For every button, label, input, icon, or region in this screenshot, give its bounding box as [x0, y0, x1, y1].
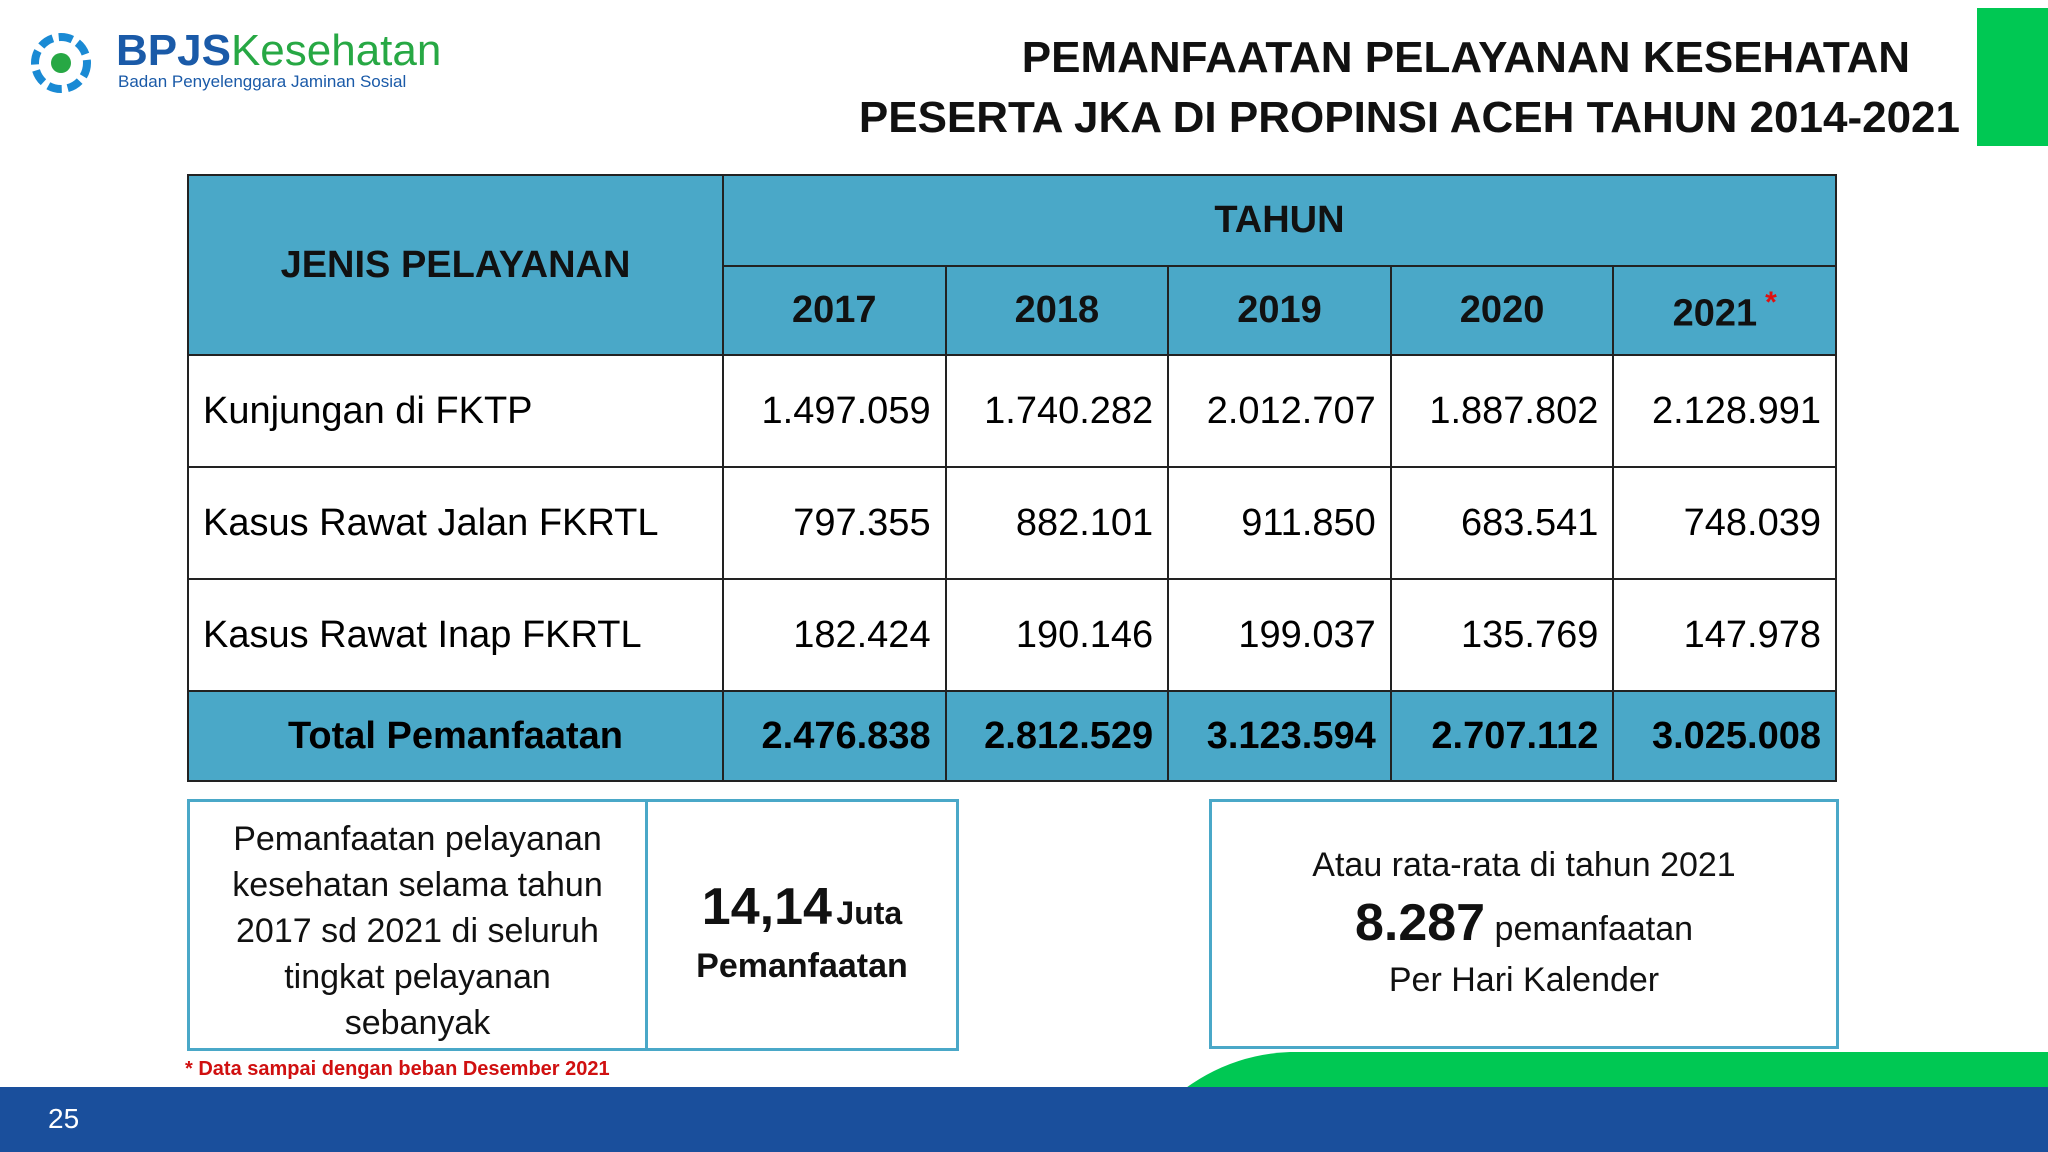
- group-header: TAHUN: [722, 174, 1837, 267]
- page-number: 25: [48, 1103, 80, 1134]
- footnote: * Data sampai dengan beban Desember 2021: [185, 1058, 610, 1080]
- cell-value: 2.128.991: [1612, 354, 1837, 468]
- cell-value: 911.850: [1167, 466, 1392, 580]
- cell-value: 683.541: [1389, 466, 1615, 580]
- cell-value: 1.740.282: [944, 354, 1170, 468]
- title-line: PEMANFAATAN PELAYANAN KESEHATAN: [1021, 33, 1910, 82]
- table-row: Kasus Rawat Inap FKRTL 182.424 190.146 199.…: [187, 578, 1837, 692]
- table-row: Kunjungan di FKTP 1.497.059 1.740.282 2.012…: [187, 354, 1837, 468]
- logo-icon: [31, 33, 91, 93]
- cell-value: 1.887.802: [1389, 354, 1615, 468]
- year: 2021: [1672, 292, 1758, 335]
- logo-tagline: Badan Penyelenggara Jaminan Sosial: [118, 72, 407, 91]
- total-value: 2.812.529: [944, 690, 1170, 782]
- summary-text: Pemanfaatan pelayanan kesehatan selama t…: [187, 799, 648, 1051]
- cell-value: 2.012.707: [1167, 354, 1392, 468]
- year-header: 2020: [1389, 265, 1615, 356]
- row-label: Kasus Rawat Jalan FKRTL: [187, 466, 724, 580]
- year: 2018: [1014, 289, 1100, 331]
- cell-value: 1.497.059: [722, 354, 947, 468]
- title: PEMANFAATAN PELAYANAN KESEHATAN PESERTA …: [859, 28, 1960, 148]
- cell-value: 182.424: [722, 578, 947, 692]
- summary-value: 14,14: [701, 878, 832, 936]
- cell-value: 147.978: [1612, 578, 1837, 692]
- cell-value: 190.146: [944, 578, 1170, 692]
- row-header: JENIS PELAYANAN: [187, 174, 724, 356]
- average-value: 8.287: [1354, 894, 1486, 952]
- cell-value: 199.037: [1167, 578, 1392, 692]
- title-line: PESERTA JKA DI PROPINSI ACEH TAHUN 2014-…: [858, 93, 1960, 142]
- row-label: Kunjungan di FKTP: [187, 354, 724, 468]
- total-value: 3.123.594: [1167, 690, 1392, 782]
- logo-brand: BPJS: [116, 26, 231, 75]
- year-mark: *: [1765, 285, 1777, 319]
- year-header: 2018: [944, 265, 1170, 356]
- row-label: Kasus Rawat Inap FKRTL: [187, 578, 724, 692]
- cell-value: 882.101: [944, 466, 1170, 580]
- cell-value: 135.769: [1389, 578, 1615, 692]
- cell-value: 748.039: [1612, 466, 1837, 580]
- average-intro: Atau rata-rata di tahun 2021: [1312, 846, 1736, 884]
- summary-unit: Juta: [836, 895, 903, 931]
- logo-text: BPJSKesehatan: [116, 26, 441, 76]
- cell-value: 797.355: [722, 466, 947, 580]
- year: 2019: [1237, 289, 1322, 331]
- average-caption: Per Hari Kalender: [1388, 961, 1660, 999]
- summary-value-box: 14,14 Juta Pemanfaatan: [645, 799, 959, 1051]
- total-label: Total Pemanfaatan: [187, 690, 724, 782]
- total-row: Total Pemanfaatan 2.476.838 2.812.529 3.123…: [187, 690, 1837, 782]
- corner-accent: [1977, 8, 2048, 146]
- average-unit: pemanfaatan: [1494, 910, 1694, 948]
- year-header: 2019: [1167, 265, 1392, 356]
- year-header: 2017: [722, 265, 947, 356]
- total-value: 2.476.838: [722, 690, 947, 782]
- average-box: Atau rata-rata di tahun 2021 8.287 peman…: [1209, 799, 1839, 1049]
- data-table: JENIS PELAYANAN TAHUN 2017 2018 2019 2020 202…: [187, 174, 1837, 782]
- total-value: 3.025.008: [1612, 690, 1837, 782]
- year: 2017: [792, 289, 877, 331]
- year: 2020: [1459, 289, 1545, 331]
- table-row: Kasus Rawat Jalan FKRTL 797.355 882.101 911…: [187, 466, 1837, 580]
- logo-name: Kesehatan: [230, 26, 442, 75]
- total-value: 2.707.112: [1389, 690, 1615, 782]
- footer-band: [0, 1052, 2048, 1152]
- summary-caption: Pemanfaatan: [696, 947, 908, 985]
- year-header: 2021 *: [1612, 265, 1837, 356]
